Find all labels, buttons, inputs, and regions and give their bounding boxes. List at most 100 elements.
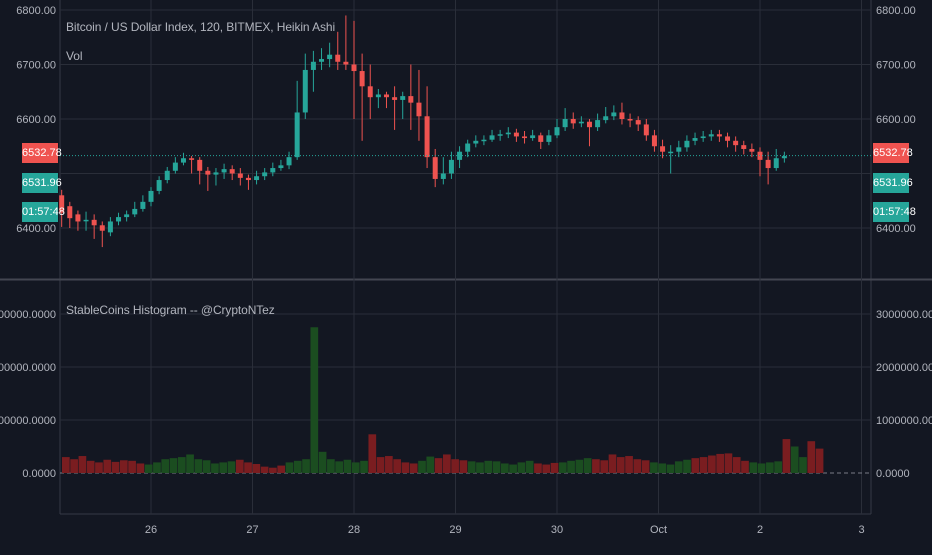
hist-bar bbox=[724, 453, 733, 473]
hist-bar bbox=[741, 460, 749, 473]
candle-body bbox=[595, 120, 601, 128]
hist-bar bbox=[186, 454, 194, 473]
candle-body bbox=[302, 69, 308, 113]
candle-body bbox=[651, 135, 657, 147]
candle-body bbox=[319, 59, 325, 62]
symbol-title[interactable]: Bitcoin / US Dollar Index, 120, BITMEX, … bbox=[66, 20, 336, 34]
candle-body bbox=[91, 219, 97, 226]
hist-bar bbox=[136, 463, 145, 473]
hist-bar bbox=[766, 462, 774, 473]
candle-body bbox=[221, 169, 227, 173]
hist-bar bbox=[807, 441, 816, 473]
candle-body bbox=[725, 136, 731, 141]
candle-body bbox=[75, 214, 81, 222]
candle-body bbox=[180, 158, 186, 163]
candle-body bbox=[335, 54, 341, 62]
hist-bar bbox=[534, 463, 542, 473]
hist-bar bbox=[443, 454, 451, 473]
x-tick-label: 28 bbox=[348, 524, 360, 536]
hist-bar bbox=[500, 463, 509, 473]
hist-bar bbox=[327, 459, 335, 473]
candle-body bbox=[692, 138, 698, 141]
indicator-title[interactable]: StableCoins Histogram -- @CryptoNTez bbox=[66, 303, 275, 317]
hist-bar bbox=[211, 463, 219, 473]
hist-bar bbox=[492, 461, 501, 473]
candle-body bbox=[733, 140, 739, 146]
candle-body bbox=[643, 124, 649, 136]
hist-bar bbox=[476, 462, 484, 473]
hist-bar bbox=[401, 462, 410, 473]
x-tick-label: 27 bbox=[246, 524, 258, 536]
last-close-badge-right: 6531.96 bbox=[873, 173, 913, 193]
hist-bar bbox=[260, 466, 269, 473]
candle-body bbox=[546, 135, 552, 142]
price-tick-left: 6600.00 bbox=[16, 114, 56, 126]
candle-body bbox=[359, 71, 365, 87]
hist-bar bbox=[219, 462, 228, 473]
hist-bar bbox=[633, 459, 642, 473]
hist-bar bbox=[658, 463, 667, 473]
vol-tick-right: 1000000.0000 bbox=[876, 415, 932, 427]
hist-bar bbox=[385, 456, 393, 473]
candle-body bbox=[286, 157, 292, 166]
hist-bar bbox=[467, 461, 476, 473]
candle-body bbox=[522, 136, 528, 139]
candle-body bbox=[700, 136, 706, 139]
hist-bar bbox=[459, 460, 468, 473]
candle-body bbox=[586, 121, 592, 128]
current-price-badge-left: 6532.78 bbox=[22, 143, 62, 163]
candle-body bbox=[554, 127, 560, 136]
candle-body bbox=[205, 170, 211, 175]
hist-bar bbox=[567, 460, 575, 473]
candle-body bbox=[408, 96, 414, 103]
last-close-badge-left: 6531.96 bbox=[22, 173, 62, 193]
candle-body bbox=[278, 165, 284, 169]
vol-tick-left: 2000000.0000 bbox=[0, 362, 56, 374]
x-tick-label: 26 bbox=[145, 524, 157, 536]
x-tick-label: 30 bbox=[551, 524, 563, 536]
candle-body bbox=[578, 121, 584, 124]
hist-bar bbox=[335, 461, 344, 473]
hist-bar bbox=[144, 464, 153, 473]
hist-bar bbox=[757, 463, 766, 473]
price-tick-right: 6800.00 bbox=[876, 5, 916, 17]
candle-body bbox=[367, 86, 373, 98]
candle-body bbox=[432, 157, 438, 179]
candle-body bbox=[765, 159, 771, 169]
candle-body bbox=[497, 134, 503, 136]
candle-body bbox=[530, 135, 536, 139]
candle-body bbox=[156, 180, 162, 191]
hist-bar bbox=[558, 462, 567, 473]
candle-body bbox=[351, 64, 357, 72]
candle-body bbox=[416, 102, 422, 117]
candle-body bbox=[270, 168, 276, 173]
candle-body bbox=[611, 112, 617, 117]
hist-bar bbox=[550, 462, 559, 473]
candle-body bbox=[294, 112, 300, 158]
candle-body bbox=[383, 94, 389, 98]
hist-bar bbox=[285, 462, 294, 473]
hist-bar bbox=[616, 457, 625, 473]
x-tick-label: 29 bbox=[449, 524, 461, 536]
price-tick-left: 6400.00 bbox=[16, 223, 56, 235]
candle-body bbox=[67, 206, 73, 219]
candle-body bbox=[164, 170, 170, 181]
candle-body bbox=[635, 120, 641, 125]
countdown-badge-left: 01:57:48 bbox=[22, 202, 65, 222]
candle-body bbox=[440, 173, 446, 179]
current-price-badge-right: 6532.78 bbox=[873, 143, 913, 163]
hist-bar bbox=[277, 465, 286, 473]
hist-bar bbox=[608, 454, 617, 473]
hist-bar bbox=[351, 462, 360, 473]
vol-tick-left: 0.0000 bbox=[22, 468, 56, 480]
hist-bar bbox=[691, 458, 700, 473]
volume-label[interactable]: Vol bbox=[66, 49, 83, 63]
candle-body bbox=[749, 148, 755, 152]
hist-bar bbox=[650, 462, 658, 473]
candle-body bbox=[603, 116, 609, 121]
hist-bar bbox=[600, 460, 609, 473]
candle-body bbox=[424, 116, 430, 158]
hist-bar bbox=[119, 460, 128, 473]
